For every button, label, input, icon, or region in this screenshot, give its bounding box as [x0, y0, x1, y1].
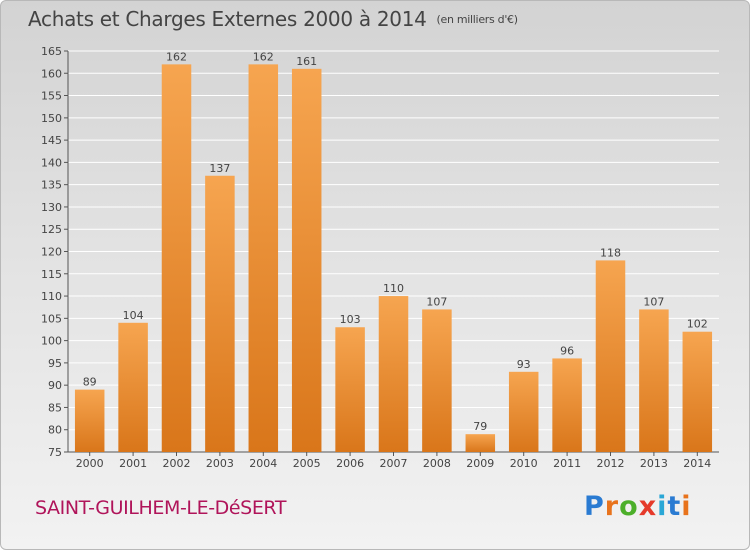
bar-2001: [118, 322, 148, 452]
y-tick-label: 155: [41, 90, 62, 103]
x-tick-label-2013: 2013: [640, 457, 668, 470]
value-label-2009: 79: [473, 420, 487, 433]
y-tick-label: 95: [48, 357, 62, 370]
value-label-2011: 96: [560, 344, 574, 357]
x-tick-label-2006: 2006: [336, 457, 364, 470]
commune-name: SAINT-GUILHEM-LE-DéSERT: [35, 497, 287, 519]
x-tick-label-2012: 2012: [597, 457, 625, 470]
y-tick-label: 130: [41, 201, 62, 214]
value-label-2006: 103: [340, 313, 361, 326]
value-label-2012: 118: [600, 246, 621, 259]
y-tick-label: 160: [41, 67, 62, 80]
data-labels: 89 104 162 137 162 161 103 110 107 79 93 96 118 107 10…: [83, 50, 708, 433]
y-tick-label: 80: [48, 424, 62, 437]
y-tick-label: 145: [41, 134, 62, 147]
bar-2011: [552, 358, 582, 452]
x-tick-label-2010: 2010: [510, 457, 538, 470]
x-tick-label-2003: 2003: [206, 457, 234, 470]
bar-2009: [465, 434, 496, 452]
y-tick-label: 75: [48, 446, 62, 459]
y-tick-label: 165: [41, 45, 62, 58]
y-tick-label: 140: [41, 156, 62, 169]
value-label-2000: 89: [83, 376, 97, 389]
bar-2005: [291, 68, 322, 453]
chart-title: Achats et Charges Externes 2000 à 2014 (e…: [28, 7, 518, 31]
y-tick-label: 90: [48, 379, 62, 392]
value-label-2003: 137: [209, 162, 230, 175]
bar-2003: [205, 175, 235, 452]
title-text: Achats et Charges Externes 2000 à 2014: [28, 7, 427, 31]
value-label-2007: 110: [383, 282, 404, 295]
bar-2006: [335, 327, 365, 452]
x-tick-label-2004: 2004: [249, 457, 277, 470]
bars: [74, 64, 713, 453]
y-tick-label: 135: [41, 179, 62, 192]
x-tick-label-2009: 2009: [466, 457, 494, 470]
value-label-2004: 162: [253, 50, 274, 63]
bar-2014: [682, 331, 713, 452]
y-tick-label: 85: [48, 401, 62, 414]
bar-2000: [74, 389, 105, 452]
y-tick-label: 125: [41, 223, 62, 236]
value-label-2013: 107: [643, 295, 664, 308]
value-label-2005: 161: [296, 55, 317, 68]
x-tick-label-2008: 2008: [423, 457, 451, 470]
bar-2013: [639, 309, 669, 452]
title-unit: (en milliers d'€): [436, 13, 518, 26]
y-tick-label: 150: [41, 112, 62, 125]
x-tick-label-2002: 2002: [163, 457, 191, 470]
x-tick-label-2011: 2011: [553, 457, 581, 470]
value-label-2010: 93: [517, 358, 531, 371]
value-label-2008: 107: [426, 295, 447, 308]
y-tick-label: 115: [41, 268, 62, 281]
value-label-2002: 162: [166, 50, 187, 63]
x-tick-label-2005: 2005: [293, 457, 321, 470]
bar-2010: [508, 371, 539, 452]
proxiti-logo: Proxiti: [584, 491, 692, 522]
y-tick-label: 110: [41, 290, 62, 303]
x-tick-label-2007: 2007: [380, 457, 408, 470]
y-tick-label: 105: [41, 312, 62, 325]
bar-2007: [378, 296, 409, 452]
value-label-2001: 104: [123, 309, 144, 322]
value-label-2014: 102: [687, 318, 708, 331]
bar-2002: [161, 64, 192, 452]
y-tick-label: 120: [41, 246, 62, 259]
bar-2012: [595, 260, 626, 452]
bar-2008: [422, 309, 452, 452]
y-tick-label: 100: [41, 335, 62, 348]
x-tick-label-2001: 2001: [119, 457, 147, 470]
bar-2004: [248, 64, 279, 452]
axes: 75 80 85 90 95 100 105 110 115 120 125 130 135 140 145…: [41, 45, 719, 470]
x-tick-label-2000: 2000: [76, 457, 104, 470]
x-tick-label-2014: 2014: [683, 457, 711, 470]
